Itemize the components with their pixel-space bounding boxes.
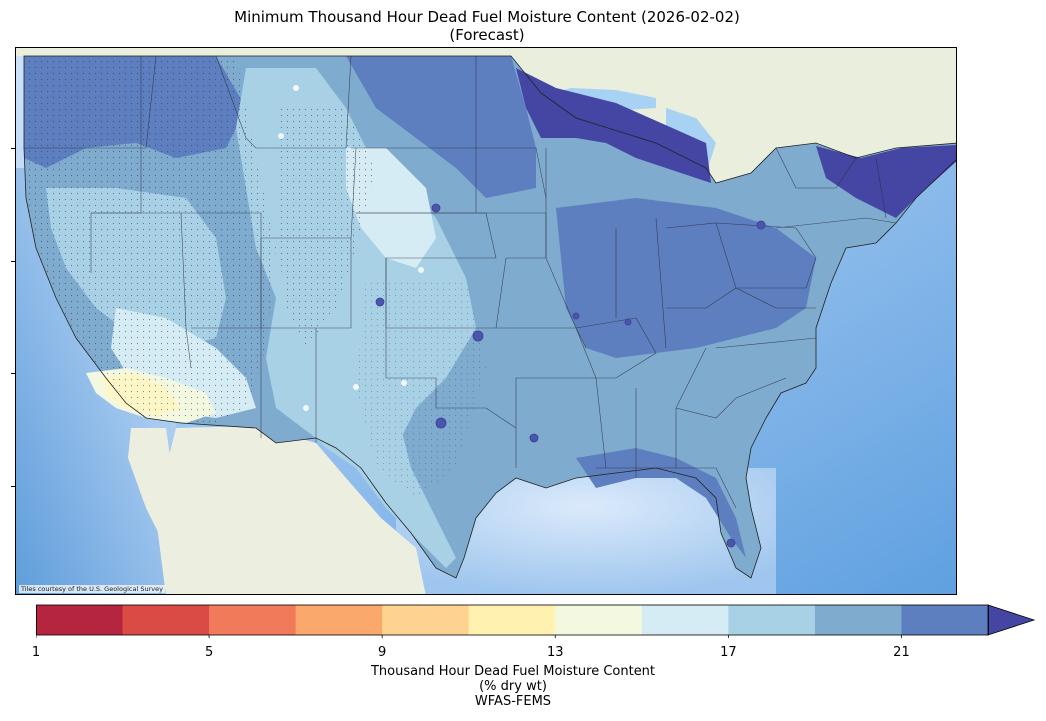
colorbar-segment (382, 605, 470, 635)
y-tick-1 (11, 148, 15, 149)
y-tick-2 (11, 261, 15, 262)
colorbar (36, 604, 1036, 638)
canada-land (16, 48, 956, 183)
colorbar-segment (728, 605, 816, 635)
colorbar-segment (814, 605, 902, 635)
map-title-line2: (Forecast) (449, 26, 525, 44)
stipple-rockies (276, 108, 376, 348)
station-markers (375, 203, 766, 548)
colorbar-title: Thousand Hour Dead Fuel Moisture Content… (0, 664, 1026, 709)
mexico-land (156, 426, 426, 594)
map-canvas (16, 48, 956, 594)
colorbar-tick-label: 13 (546, 645, 564, 660)
state-boundaries (24, 55, 897, 509)
white-station-rings (278, 85, 424, 411)
moisture-zone-gulf-coast (576, 448, 746, 558)
colorbar-title-line2: (% dry wt) (479, 679, 547, 694)
moisture-zone-ohio-valley (556, 198, 816, 358)
colorbar-extend-arrow (987, 604, 1036, 636)
colorbar-segment (122, 605, 210, 635)
map-title-line1: Minimum Thousand Hour Dead Fuel Moisture… (234, 8, 740, 26)
map-title: Minimum Thousand Hour Dead Fuel Moisture… (0, 8, 974, 44)
colorbar-segment (36, 605, 124, 635)
colorbar-tick-label: 17 (720, 645, 737, 660)
colorbar-segment (901, 605, 989, 635)
y-tick-3 (11, 373, 15, 374)
colorbar-title-line1: Thousand Hour Dead Fuel Moisture Content (370, 664, 656, 679)
colorbar-segment (209, 605, 297, 635)
colorbar-segment (641, 605, 729, 635)
colorbar-segment (468, 605, 556, 635)
colorbar-tick-label: 5 (204, 645, 214, 660)
tile-credit: Tiles courtesy of the U.S. Geological Su… (19, 585, 165, 593)
moisture-zone-southern-plains (306, 378, 456, 568)
baja-california (128, 428, 191, 578)
moisture-zone-northern-plains (346, 56, 536, 198)
stipple-plains (356, 278, 486, 498)
y-tick-4 (11, 486, 15, 487)
colorbar-tick-label: 1 (31, 645, 41, 660)
colorbar-segment (555, 605, 643, 635)
colorbar-segment (295, 605, 383, 635)
map-panel[interactable]: Tiles courtesy of the U.S. Geological Su… (15, 47, 957, 595)
colorbar-tick-label: 21 (893, 645, 910, 660)
us-border-outline (23, 55, 956, 579)
colorbar-tick-label: 9 (378, 645, 387, 660)
colorbar-outline (36, 604, 989, 636)
moisture-zone-northeast (816, 145, 956, 218)
moisture-zone-upper-midwest (516, 68, 711, 183)
colorbar-title-line3: WFAS-FEMS (474, 694, 552, 709)
